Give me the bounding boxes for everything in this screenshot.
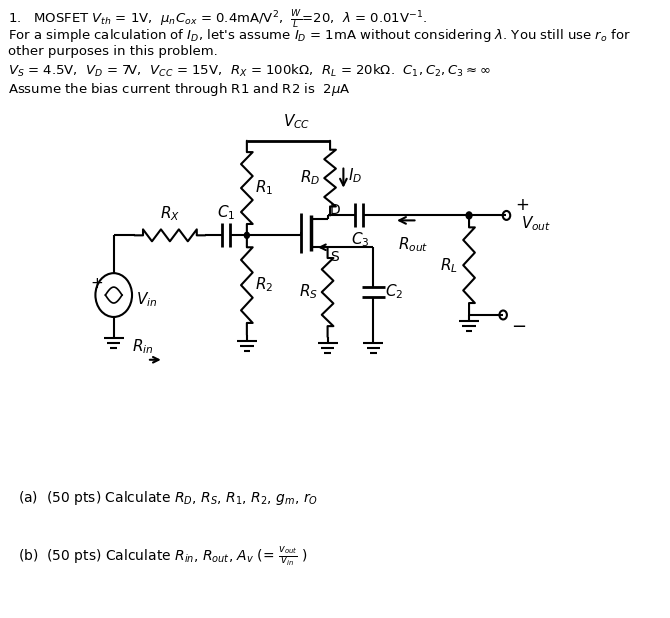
Circle shape <box>245 232 249 239</box>
Text: $R_L$: $R_L$ <box>440 256 458 274</box>
Text: $I_D$: $I_D$ <box>348 166 362 185</box>
Text: $C_3$: $C_3$ <box>351 231 370 249</box>
Text: D: D <box>330 203 341 218</box>
Text: $R_1$: $R_1$ <box>255 179 273 197</box>
Text: $V_{in}$: $V_{in}$ <box>136 290 157 310</box>
Text: $V_{out}$: $V_{out}$ <box>521 214 551 233</box>
Text: $C_1$: $C_1$ <box>217 204 235 222</box>
Text: (a)  (50 pts) Calculate $R_D$, $R_S$, $R_1$, $R_2$, $g_m$, $r_O$: (a) (50 pts) Calculate $R_D$, $R_S$, $R_… <box>18 489 318 507</box>
Text: 1.   MOSFET $V_{th}$ = 1V,  $\mu_n C_{ox}$ = 0.4mA/V$^2$,  $\frac{W}{L}$=20,  $\: 1. MOSFET $V_{th}$ = 1V, $\mu_n C_{ox}$ … <box>8 9 427 32</box>
Text: $R_S$: $R_S$ <box>299 282 318 302</box>
Text: $R_2$: $R_2$ <box>255 276 273 294</box>
Text: $R_{out}$: $R_{out}$ <box>398 235 429 254</box>
Text: other purposes in this problem.: other purposes in this problem. <box>8 45 218 58</box>
Text: For a simple calculation of $I_D$, let's assume $I_D$ = 1mA without considering : For a simple calculation of $I_D$, let's… <box>8 27 630 44</box>
Text: +: + <box>90 276 103 290</box>
Text: S: S <box>330 250 339 265</box>
Text: $-$: $-$ <box>511 316 527 334</box>
Text: $C_2$: $C_2$ <box>385 282 403 302</box>
Text: +: + <box>515 197 529 214</box>
Text: $V_S$ = 4.5V,  $V_D$ = 7V,  $V_{CC}$ = 15V,  $R_X$ = 100k$\Omega$,  $R_L$ = 20k$: $V_S$ = 4.5V, $V_D$ = 7V, $V_{CC}$ = 15V… <box>8 63 490 79</box>
Text: $R_{in}$: $R_{in}$ <box>132 337 153 356</box>
Text: $R_X$: $R_X$ <box>160 205 180 223</box>
Text: Assume the bias current through R1 and R2 is  2$\mu$A: Assume the bias current through R1 and R… <box>8 81 350 98</box>
Circle shape <box>466 212 472 219</box>
Text: $V_{CC}$: $V_{CC}$ <box>283 112 310 131</box>
Text: $R_D$: $R_D$ <box>299 169 320 187</box>
Text: (b)  (50 pts) Calculate $R_{in}$, $R_{out}$, $A_v$ (= $\frac{v_{out}}{v_{in}}$ ): (b) (50 pts) Calculate $R_{in}$, $R_{out… <box>18 544 308 568</box>
